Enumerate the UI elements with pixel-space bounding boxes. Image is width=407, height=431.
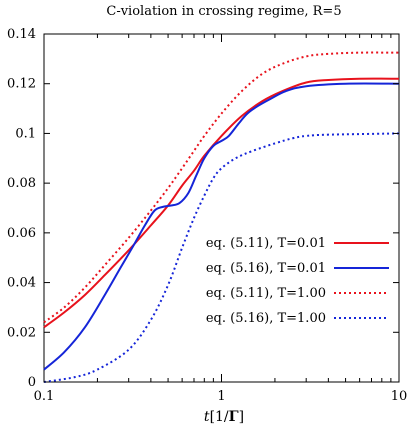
y-tick-label: 0.02 — [7, 325, 36, 340]
y-tick-label: 0.04 — [7, 276, 36, 291]
series-line-3 — [43, 51, 400, 324]
y-tick-label: 0.06 — [7, 226, 36, 241]
x-axis-label-unit-close: ] — [239, 409, 244, 425]
x-axis-label: t[1/Γ] — [204, 409, 244, 425]
series-line-4 — [43, 132, 400, 383]
legend-label-4: eq. (5.16), T=1.00 — [206, 311, 326, 326]
legend: eq. (5.11), T=0.01 eq. (5.16), T=0.01 eq. … — [206, 236, 389, 326]
legend-label-1: eq. (5.11), T=0.01 — [206, 236, 326, 251]
chart-title: C-violation in crossing regime, R=5 — [106, 4, 341, 19]
y-tick-label: 0.12 — [7, 77, 36, 92]
x-axis-label-unit-open: [1/ — [210, 409, 229, 425]
legend-label-3: eq. (5.11), T=1.00 — [206, 286, 326, 301]
series-line-2 — [43, 82, 400, 371]
plot-frame — [43, 33, 400, 383]
legend-label-2: eq. (5.16), T=0.01 — [206, 261, 326, 276]
x-tick-label: 1 — [217, 389, 225, 404]
y-tick-label: 0.1 — [15, 126, 36, 141]
series-layer — [43, 51, 400, 383]
y-tick-label: 0.14 — [7, 27, 36, 42]
y-tick-label: 0.08 — [7, 176, 36, 191]
plot-area — [43, 33, 400, 383]
x-axis-label-variable: t — [204, 409, 210, 425]
series-line-1 — [43, 77, 400, 329]
tick-layer: 0 0.02 0.04 0.06 0.08 0.1 0.12 0.14 0.1 1 10 — [7, 27, 407, 404]
x-tick-label: 10 — [391, 389, 407, 404]
x-axis-label-gamma: Γ — [229, 409, 239, 425]
x-tick-label: 0.1 — [34, 389, 55, 404]
y-tick-label: 0 — [28, 375, 36, 390]
